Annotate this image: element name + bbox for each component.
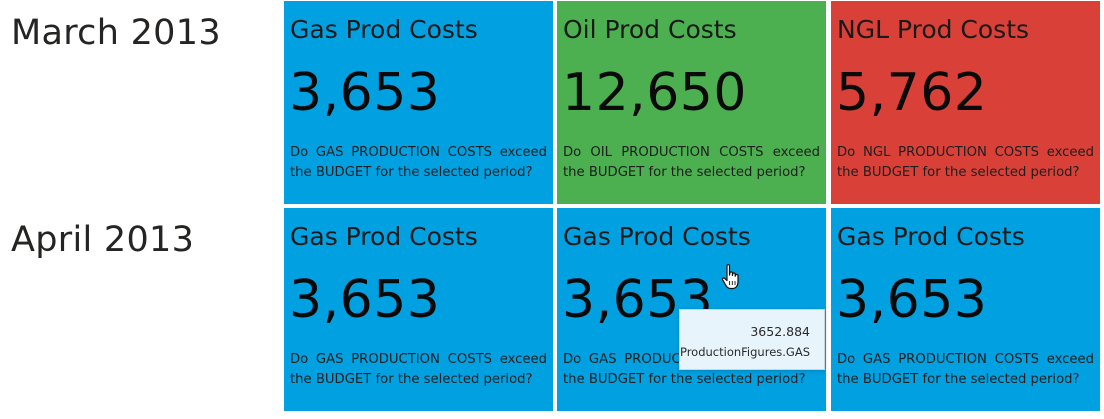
kpi-tile-oil-march[interactable]: Oil Prod Costs 12,650 Do OIL PRODUCTION … [557,1,826,204]
tile-description: Do GAS PRODUCTION COSTS exceed the BUDGE… [837,352,1094,387]
row-label-april: April 2013 [11,220,195,260]
tile-title: Gas Prod Costs [290,222,478,251]
kpi-tile-gas-april-3[interactable]: Gas Prod Costs 3,653 Do GAS PRODUCTION C… [831,208,1100,411]
tile-title: Oil Prod Costs [563,15,737,44]
hand-pointer-icon [721,264,739,290]
tile-title: NGL Prod Costs [837,15,1030,44]
value-tooltip: 3652.884 ProductionFigures.GAS [679,309,825,370]
row-label-march: March 2013 [11,13,221,53]
tile-value: 3,653 [836,270,988,330]
tile-value: 3,653 [289,270,441,330]
tile-value: 5,762 [836,63,988,123]
kpi-tile-ngl-march[interactable]: NGL Prod Costs 5,762 Do NGL PRODUCTION C… [831,1,1100,204]
tile-title: Gas Prod Costs [290,15,478,44]
tile-description: Do GAS PRODUCTION COSTS exceed the BUDGE… [290,145,547,180]
tile-value: 3,653 [289,63,441,123]
tile-value: 12,650 [562,63,747,123]
tooltip-field: ProductionFigures.GAS [679,345,810,359]
tile-title: Gas Prod Costs [563,222,751,251]
kpi-tile-gas-april-1[interactable]: Gas Prod Costs 3,653 Do GAS PRODUCTION C… [284,208,553,411]
tile-description: Do NGL PRODUCTION COSTS exceed the BUDGE… [837,145,1094,180]
tile-description: Do OIL PRODUCTION COSTS exceed the BUDGE… [563,145,820,180]
tile-description: Do GAS PRODUCTION COSTS exceed the BUDGE… [290,352,547,387]
tile-title: Gas Prod Costs [837,222,1025,251]
tooltip-value: 3652.884 [750,324,810,339]
kpi-tile-gas-march[interactable]: Gas Prod Costs 3,653 Do GAS PRODUCTION C… [284,1,553,204]
